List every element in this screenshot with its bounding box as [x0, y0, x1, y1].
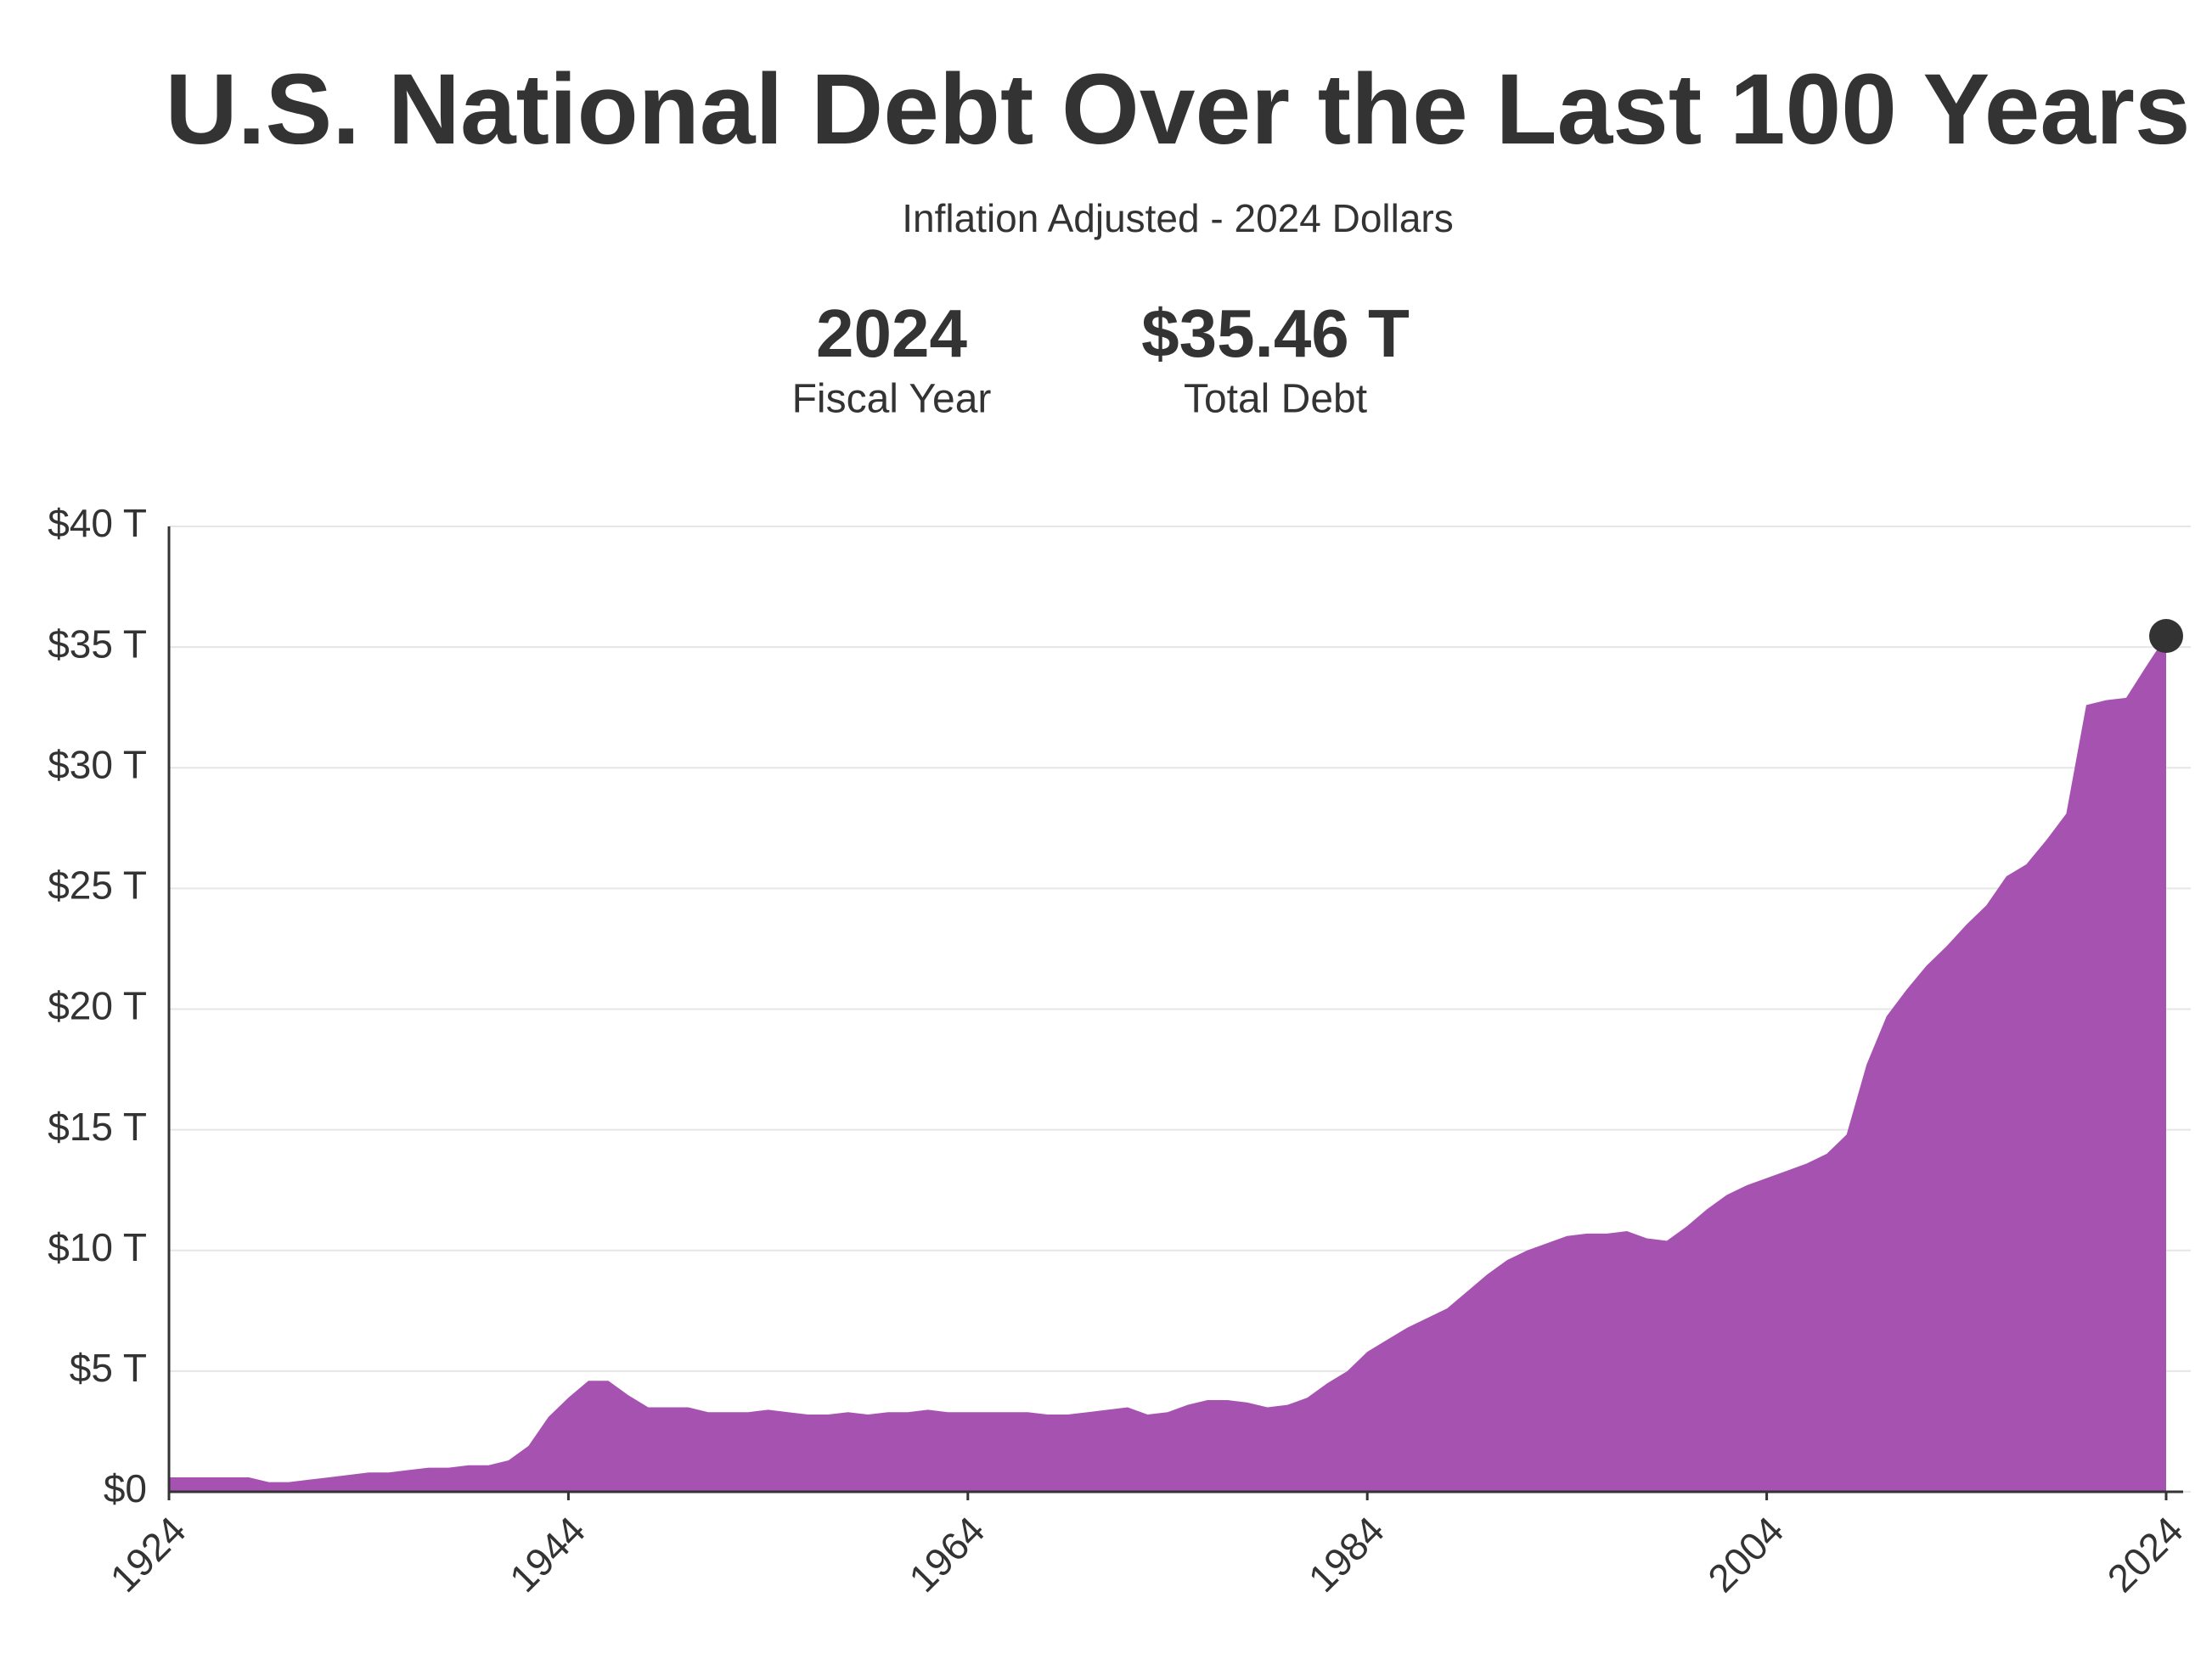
y-tick-label: $40 T [48, 501, 147, 545]
stat-year-caption: Fiscal Year [792, 377, 992, 422]
x-tick-label: 1984 [1300, 1508, 1393, 1600]
chart-title: U.S. National Debt Over the Last 100 Yea… [165, 53, 2190, 166]
x-tick-label: 1964 [900, 1508, 993, 1600]
y-tick-label: $35 T [48, 622, 147, 666]
y-tick-label: $0 [104, 1466, 147, 1510]
y-tick-label: $20 T [48, 984, 147, 1028]
area [169, 636, 2166, 1492]
x-tick-label: 1924 [102, 1508, 194, 1600]
x-tick-label: 2004 [1699, 1508, 1792, 1600]
x-tick-label: 1944 [501, 1508, 594, 1600]
chart-subtitle: Inflation Adjusted - 2024 Dollars [902, 196, 1454, 240]
end-marker [2149, 619, 2183, 654]
y-tick-label: $25 T [48, 863, 147, 908]
y-tick-label: $10 T [48, 1225, 147, 1269]
x-tick-label: 2024 [2099, 1508, 2192, 1600]
stat-amount-caption: Total Debt [1184, 377, 1367, 422]
stat-year: 2024 [816, 295, 967, 371]
y-tick-label: $15 T [48, 1105, 147, 1149]
y-tick-label: $30 T [48, 742, 147, 786]
stat-amount: $35.46 T [1141, 295, 1410, 371]
y-tick-label: $5 T [70, 1346, 147, 1390]
